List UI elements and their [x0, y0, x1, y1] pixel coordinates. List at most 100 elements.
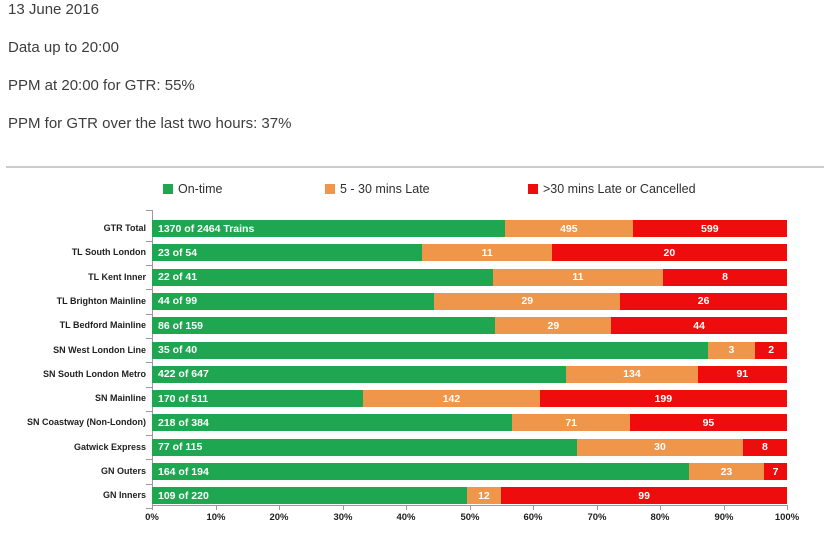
category-label: SN Mainline	[94, 393, 146, 404]
category-tick	[146, 508, 152, 509]
bar-segment-ontime: 170 of 511	[152, 390, 364, 408]
x-axis-tick	[152, 506, 153, 510]
late-swatch-icon	[325, 184, 335, 194]
x-axis-tick-label: 40%	[396, 512, 416, 523]
ppm-now-text: PPM at 20:00 for GTR: 55%	[8, 77, 195, 94]
bar-segment-late: 495	[505, 220, 633, 237]
chart-row: Gatwick Express 77 of 115 30 8	[0, 438, 830, 456]
bar-segment-very-late: 44	[611, 317, 787, 335]
chart-row: SN Mainline 170 of 511 142 199	[0, 390, 830, 408]
legend-item-late: 5 - 30 mins Late	[325, 182, 430, 196]
bar-segment-late: 29	[434, 292, 621, 310]
bar-segment-ontime: 23 of 54	[152, 244, 423, 262]
category-label: SN West London Line	[53, 344, 146, 355]
x-axis-tick-label: 10%	[206, 512, 226, 523]
bar-segment-ontime: 86 of 159	[152, 317, 496, 335]
chart-row: TL South London 23 of 54 11 20	[0, 244, 830, 262]
category-tick	[146, 459, 152, 460]
bar-segment-ontime: 44 of 99	[152, 292, 435, 310]
category-label: SN Coastway (Non-London)	[27, 417, 146, 428]
bar-track: 109 of 220 12 99	[152, 487, 787, 505]
x-axis-tick-label: 30%	[333, 512, 353, 523]
bar-segment-very-late: 8	[663, 268, 787, 286]
ontime-swatch-icon	[163, 184, 173, 194]
category-label: GN Inners	[102, 490, 146, 501]
category-label: Gatwick Express	[73, 441, 146, 452]
x-axis-tick	[533, 506, 534, 510]
legend-label-very-late: >30 mins Late or Cancelled	[543, 182, 696, 196]
category-tick	[146, 411, 152, 412]
x-axis-tick-label: 50%	[460, 512, 480, 523]
report-date: 13 June 2016	[8, 1, 99, 18]
bar-segment-late: 71	[512, 414, 630, 432]
category-label: TL Brighton Mainline	[56, 295, 146, 306]
bar-track: 23 of 54 11 20	[152, 244, 787, 262]
x-axis-tick-label: 20%	[269, 512, 289, 523]
category-tick	[146, 387, 152, 388]
chart-row: SN West London Line 35 of 40 3 2	[0, 341, 830, 359]
chart-row: GTR Total 1370 of 2464 Trains 495 599	[0, 220, 830, 237]
x-axis-tick	[470, 506, 471, 510]
data-up-to-text: Data up to 20:00	[8, 39, 119, 56]
category-label: TL Kent Inner	[88, 271, 146, 282]
category-label: GN Outers	[100, 466, 146, 476]
chart-row: TL Kent Inner 22 of 41 11 8	[0, 268, 830, 286]
bar-segment-late: 3	[707, 341, 756, 359]
bar-track: 77 of 115 30 8	[152, 438, 787, 456]
bar-segment-very-late: 8	[742, 438, 787, 456]
x-axis-tick	[279, 506, 280, 510]
bar-segment-very-late: 2	[755, 341, 787, 359]
bar-segment-ontime: 35 of 40	[152, 341, 708, 359]
x-axis-tick	[724, 506, 725, 510]
category-tick	[146, 210, 152, 211]
chart-row: GN Inners 109 of 220 12 99	[0, 487, 830, 505]
bar-track: 164 of 194 23 7	[152, 463, 787, 480]
bar-segment-ontime: 164 of 194	[152, 463, 689, 480]
bar-segment-late: 11	[422, 244, 552, 262]
category-label: GTR Total	[103, 223, 146, 233]
bar-track: 44 of 99 29 26	[152, 292, 787, 310]
x-axis-tick	[660, 506, 661, 510]
bar-track: 422 of 647 134 91	[152, 365, 787, 383]
bar-segment-late: 30	[577, 438, 743, 456]
x-axis-tick-label: 0%	[145, 512, 159, 523]
bar-segment-late: 134	[566, 365, 698, 383]
x-axis-tick-label: 60%	[523, 512, 543, 523]
bar-segment-ontime: 1370 of 2464 Trains	[152, 220, 506, 237]
category-tick	[146, 338, 152, 339]
chart-row: SN Coastway (Non-London) 218 of 384 71 95	[0, 414, 830, 432]
x-axis-tick-label: 100%	[774, 512, 800, 523]
bar-segment-ontime: 77 of 115	[152, 438, 578, 456]
bar-segment-late: 142	[363, 390, 540, 408]
chart-row: GN Outers 164 of 194 23 7	[0, 463, 830, 480]
bar-track: 22 of 41 11 8	[152, 268, 787, 286]
ppm-two-hours-text: PPM for GTR over the last two hours: 37%	[8, 115, 292, 132]
legend-label-late: 5 - 30 mins Late	[340, 182, 430, 196]
x-axis-line	[152, 505, 788, 506]
x-axis-tick-label: 80%	[650, 512, 670, 523]
bar-segment-very-late: 20	[551, 244, 787, 262]
chart-row: TL Brighton Mainline 44 of 99 29 26	[0, 292, 830, 310]
bar-track: 35 of 40 3 2	[152, 341, 787, 359]
x-axis-tick-label: 90%	[714, 512, 734, 523]
bar-segment-very-late: 199	[539, 390, 787, 408]
bar-segment-late: 29	[495, 317, 612, 335]
category-tick	[146, 265, 152, 266]
bar-track: 86 of 159 29 44	[152, 317, 787, 335]
category-tick	[146, 289, 152, 290]
legend-item-ontime: On-time	[163, 182, 222, 196]
category-tick	[146, 314, 152, 315]
bar-track: 1370 of 2464 Trains 495 599	[152, 220, 787, 237]
x-axis-tick-label: 70%	[587, 512, 607, 523]
bar-segment-ontime: 22 of 41	[152, 268, 493, 286]
bar-segment-late: 11	[492, 268, 664, 286]
x-axis-tick	[597, 506, 598, 510]
bar-segment-ontime: 109 of 220	[152, 487, 467, 505]
very-late-swatch-icon	[528, 184, 538, 194]
bar-segment-very-late: 91	[697, 365, 787, 383]
legend-item-very-late: >30 mins Late or Cancelled	[528, 182, 696, 196]
bar-track: 170 of 511 142 199	[152, 390, 787, 408]
x-axis-tick	[787, 506, 788, 510]
category-label: TL South London	[71, 247, 146, 258]
bar-segment-very-late: 599	[632, 220, 787, 237]
